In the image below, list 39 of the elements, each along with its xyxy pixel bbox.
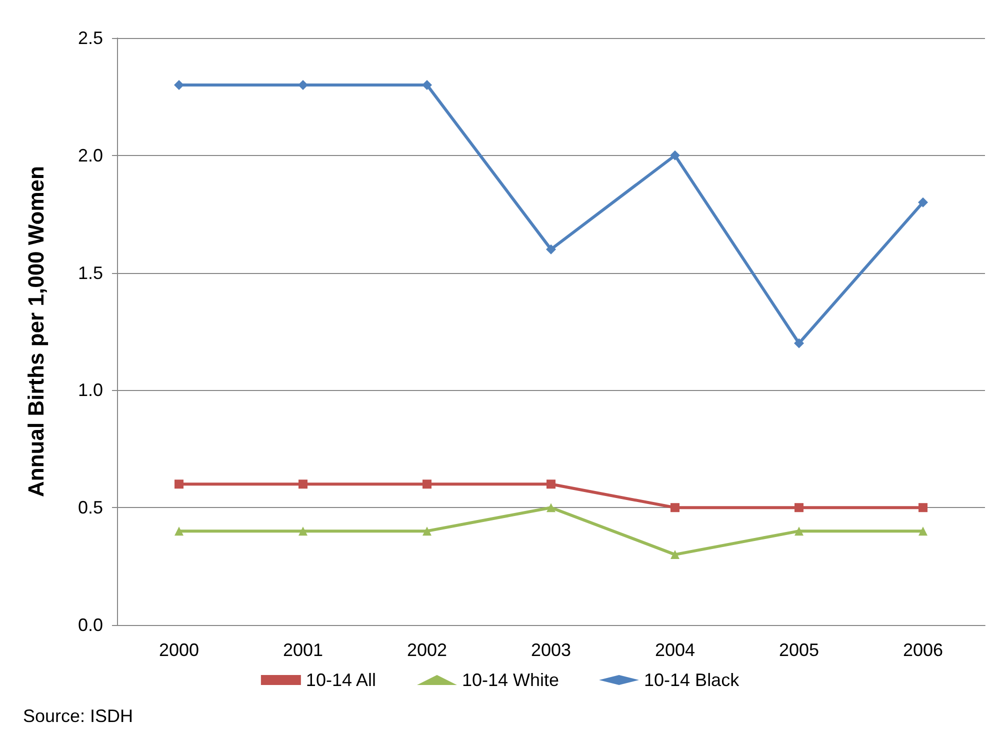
x-tick-label: 2002 (406, 640, 448, 660)
y-tick-label: 1.5 (78, 262, 103, 283)
legend-label: 10-14 Black (644, 670, 740, 690)
point (918, 503, 928, 512)
point (422, 80, 432, 90)
y-tick-label: 1.0 (78, 380, 103, 400)
y-tick-label: 2.5 (78, 28, 103, 48)
point (670, 150, 680, 160)
y-tick-label: 0.5 (78, 498, 103, 518)
y-axis-title: Annual Births per 1,000 Women (24, 166, 48, 497)
point (918, 197, 928, 208)
y-tick-label: 0.0 (78, 615, 103, 635)
y-tick-label: 2.0 (78, 145, 103, 166)
point (298, 80, 308, 90)
x-tick-label: 2006 (902, 640, 944, 660)
x-tick-label: 2004 (654, 640, 696, 660)
point (174, 80, 184, 90)
point (794, 503, 804, 512)
x-tick-label: 2000 (158, 640, 200, 660)
point (422, 526, 432, 536)
point (794, 526, 804, 536)
point (298, 480, 308, 489)
point (794, 338, 804, 348)
point (546, 244, 556, 254)
source-note: Source: ISDH (23, 706, 134, 726)
point (546, 503, 556, 512)
point (298, 526, 308, 536)
x-tick-label: 2003 (530, 640, 572, 660)
x-tick-label: 2005 (778, 640, 820, 660)
point (670, 550, 680, 560)
x-tick-label: 2001 (282, 640, 324, 660)
point (174, 480, 184, 489)
point (918, 526, 928, 536)
point (670, 503, 680, 512)
legend-label: 10-14 All (306, 670, 376, 690)
point (174, 526, 184, 536)
point (546, 480, 556, 489)
point (422, 480, 432, 489)
legend-label: 10-14 White (462, 670, 560, 690)
